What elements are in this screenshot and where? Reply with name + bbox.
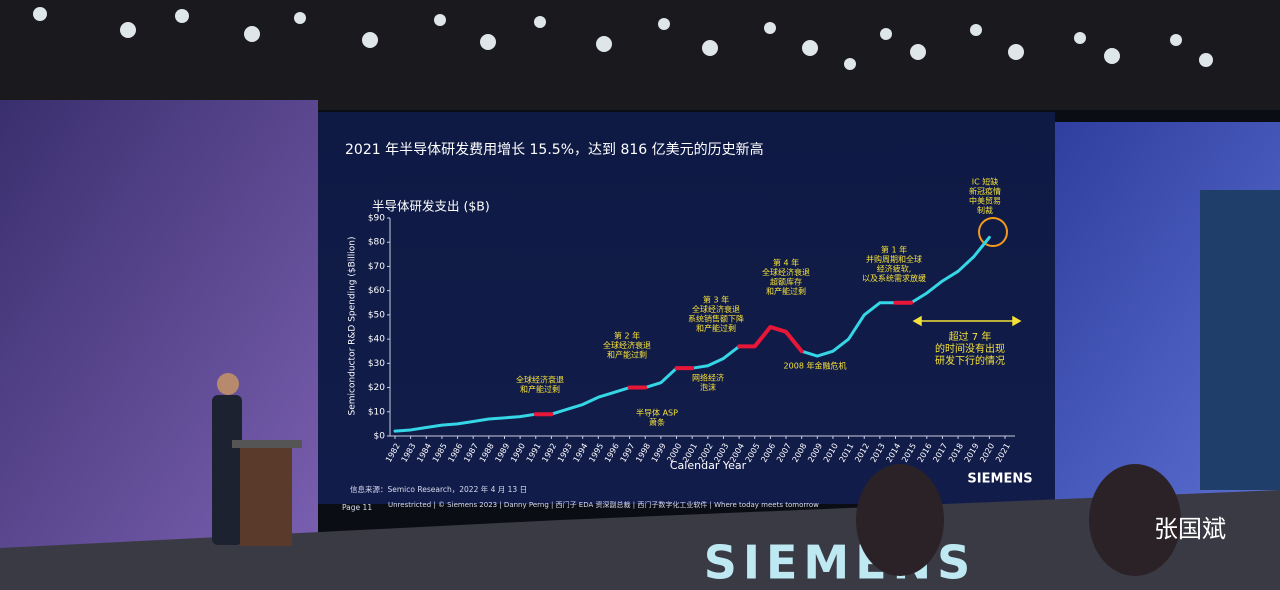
footer: Unrestricted | © Siemens 2023 | Danny Pe… [388, 500, 819, 509]
annotation: 泡沫 [700, 382, 716, 392]
y-tick-label: $60 [368, 286, 385, 296]
annotation: 第 4 年 [773, 258, 799, 268]
annotation: 研发下行的情况 [935, 354, 1005, 367]
watermark: 张国斌 [1154, 515, 1226, 543]
chart-title: 2021 年半导体研发费用增长 15.5%，达到 816 亿美元的历史新高 [345, 141, 764, 158]
y-tick-label: $70 [368, 262, 385, 272]
chart: 2021 年半导体研发费用增长 15.5%，达到 816 亿美元的历史新高 半导… [342, 141, 1033, 512]
annotation: IC 短缺 [972, 177, 999, 187]
annotation: 系统销售额下降 [688, 314, 744, 324]
annotation: 和产能过剩 [607, 350, 647, 360]
annotation: 经济疲软, [877, 264, 912, 274]
annotation: 全球经济衰退 [692, 304, 740, 314]
annotation: 半导体 ASP [636, 408, 678, 418]
stage [0, 490, 1280, 590]
y-tick-label: $40 [368, 335, 385, 345]
annotation: 和产能过剩 [696, 323, 736, 333]
annotation: 全球经济衰退 [762, 267, 810, 277]
y-axis-label: Semiconductor R&D Spending ($Billion) [348, 237, 358, 416]
ceiling [0, 0, 1280, 110]
span-arrow [912, 315, 1022, 327]
annotation: 并购周期和全球 [866, 254, 922, 264]
chart-subtitle: 半导体研发支出 ($B) [372, 199, 490, 214]
annotation: 的时间没有出现 [935, 342, 1005, 355]
annotation: 第 1 年 [881, 245, 907, 255]
audience [856, 190, 1280, 576]
x-axis-label: Calendar Year [670, 459, 747, 472]
annotation: 第 3 年 [703, 295, 729, 305]
slide [318, 112, 1055, 504]
source: 信息来源：Semico Research，2022 年 4 月 13 日 [350, 484, 527, 494]
y-tick-label: $30 [368, 359, 385, 369]
annotation: 全球经济衰退 [603, 340, 651, 350]
y-tick-label: $10 [368, 407, 385, 417]
y-tick-label: $80 [368, 238, 385, 248]
y-tick-label: $50 [368, 310, 385, 320]
annotation: 以及系统需求放缓 [862, 273, 926, 283]
logo: SIEMENS [967, 472, 1032, 487]
page-number: Page 11 [342, 503, 372, 512]
y-tick-label: $20 [368, 383, 385, 393]
annotation: 和产能过剩 [766, 286, 806, 296]
annotation: 制裁 [977, 205, 993, 215]
y-tick-label: $90 [368, 214, 385, 224]
annotation: 全球经济衰退 [516, 375, 564, 385]
highlight-circle [978, 217, 1008, 247]
presenter [212, 373, 302, 546]
annotation: 萧条 [649, 417, 665, 427]
y-tick-label: $0 [374, 432, 386, 442]
annotation: 中美贸易 [969, 196, 1001, 206]
line-series [737, 325, 804, 354]
lights [33, 7, 1213, 70]
annotation: 和产能过剩 [520, 384, 560, 394]
annotation: 超额库存 [770, 277, 802, 287]
annotation: 2008 年金融危机 [784, 361, 847, 371]
annotation: 第 2 年 [614, 331, 640, 341]
annotation: 超过 7 年 [949, 330, 992, 343]
annotation: 网络经济 [692, 373, 724, 383]
annotation: 新冠疫情 [969, 186, 1001, 196]
